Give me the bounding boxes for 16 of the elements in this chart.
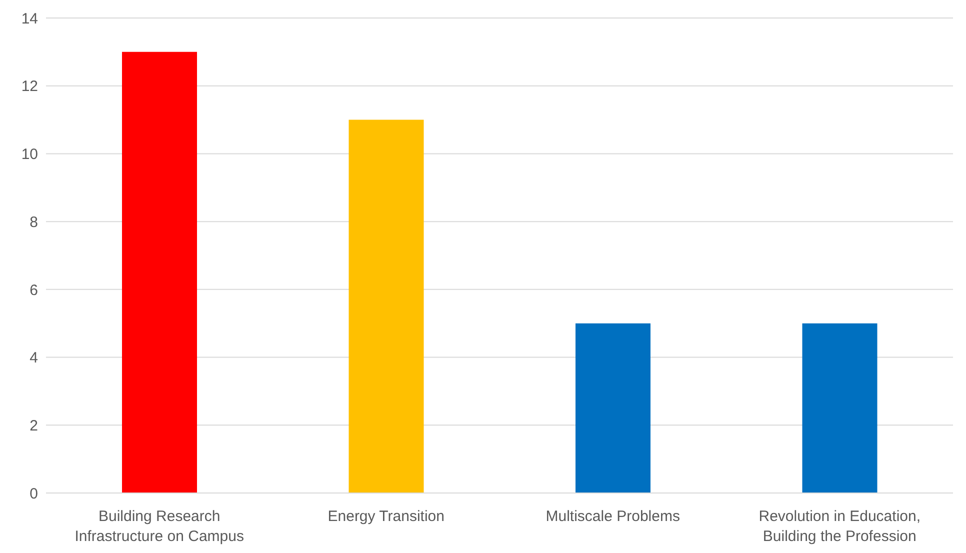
y-tick-label: 10 [21,146,38,164]
bar [576,323,650,493]
y-tick-label: 8 [30,214,38,231]
bar [122,52,197,493]
y-tick-label: 6 [30,282,38,299]
y-tick-label: 14 [21,10,38,28]
x-tick-label: Energy Transition [328,508,444,525]
y-tick-label: 0 [30,485,38,502]
y-tick-label: 12 [21,78,38,96]
x-tick-label: Revolution in Education, Building the Profession [758,508,921,545]
y-tick-label: 2 [30,417,38,434]
x-tick-label: Building Research Infrastructure on Campus [74,508,244,545]
bar [802,323,878,493]
bar [348,120,424,493]
y-tick-label: 4 [30,350,38,367]
x-tick-label: Multiscale Problems [546,508,680,525]
